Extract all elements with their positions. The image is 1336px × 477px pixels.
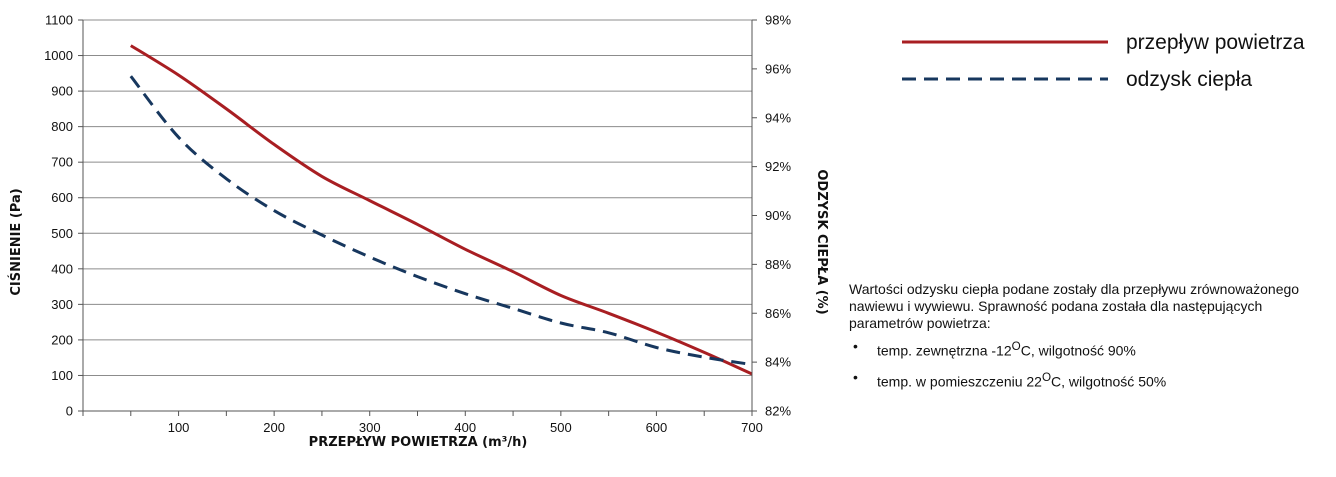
y-tick-label: 700 (51, 155, 73, 170)
y-tick-label: 800 (51, 119, 73, 134)
y-tick-label: 400 (51, 261, 73, 276)
note-item-text: temp. zewnętrzna -12 (877, 342, 1012, 359)
y2-tick-label: 82% (765, 404, 791, 419)
note-item-indoor-temp: • temp. w pomieszczeniu 22OC, wilgotność … (849, 369, 1336, 391)
y2-tick-label: 88% (765, 257, 791, 272)
note-item-outdoor-temp: • temp. zewnętrzna -12OC, wilgotność 90% (849, 338, 1336, 360)
x-tick-label: 600 (646, 420, 668, 435)
y-tick-label: 1100 (45, 13, 73, 28)
x-axis-ticks: 100 200 300 400 500 600 700 (82, 411, 763, 435)
note-list: • temp. zewnętrzna -12OC, wilgotność 90% … (849, 338, 1336, 390)
heat-recovery-note: Wartości odzysku ciepła podane zostały d… (849, 281, 1336, 399)
note-item-text-suffix: C, wilgotność 90% (1020, 342, 1136, 359)
y2-tick-label: 94% (765, 110, 791, 125)
note-paragraph: Wartości odzysku ciepła podane zostały d… (849, 281, 1300, 331)
x-tick-label: 300 (359, 420, 381, 435)
y-tick-label: 600 (51, 190, 73, 205)
y2-axis-title: ODZYSK CIEPŁA (%) (814, 169, 829, 314)
x-tick-label: 100 (168, 420, 190, 435)
series-heat-recovery-line (129, 75, 753, 367)
y-tick-label: 300 (51, 297, 73, 312)
y-tick-label: 100 (51, 368, 73, 383)
y2-tick-label: 86% (765, 306, 791, 321)
note-item-text: temp. w pomieszczeniu 22 (877, 373, 1042, 390)
y2-tick-label: 90% (765, 208, 791, 223)
y-tick-label: 500 (51, 226, 73, 241)
bullet-icon: • (853, 338, 858, 354)
legend-label-airflow: przepływ powietrza (1126, 31, 1305, 54)
x-tick-label: 700 (741, 420, 763, 435)
left-axis-ticks: 0 100 200 300 400 500 600 700 800 900 1000 1100 (44, 13, 83, 419)
x-tick-label: 200 (263, 420, 285, 435)
gridlines (83, 19, 752, 412)
series-layer (129, 44, 753, 376)
x-tick-label: 400 (454, 420, 476, 435)
series-airflow-pressure-line (130, 44, 753, 376)
note-item-text-suffix: C, wilgotność 50% (1051, 373, 1167, 390)
bullet-icon: • (853, 368, 858, 385)
degree-symbol: O (1011, 340, 1021, 353)
y-tick-label: 1000 (44, 48, 73, 63)
y-axis-title: CIŚNIENIE (Pa) (8, 188, 24, 295)
y-tick-label: 200 (51, 332, 73, 347)
x-tick-label: 500 (550, 420, 572, 435)
y-tick-label: 900 (51, 84, 73, 99)
x-axis-title: PRZEPŁYW POWIETRZA (m³/h) (309, 435, 528, 450)
y-tick-label: 0 (66, 404, 73, 419)
y2-tick-label: 98% (765, 13, 791, 28)
legend: przepływ powietrza odzysk ciepła (902, 31, 1305, 91)
y2-tick-label: 92% (765, 159, 791, 174)
legend-label-heat-recovery: odzysk ciepła (1126, 68, 1252, 91)
y2-tick-label: 96% (765, 61, 791, 76)
y2-tick-label: 84% (765, 355, 791, 370)
degree-symbol: O (1041, 370, 1052, 384)
right-axis-ticks: 82% 84% 86% 88% 90% 92% 94% 96% 98% (752, 13, 791, 419)
